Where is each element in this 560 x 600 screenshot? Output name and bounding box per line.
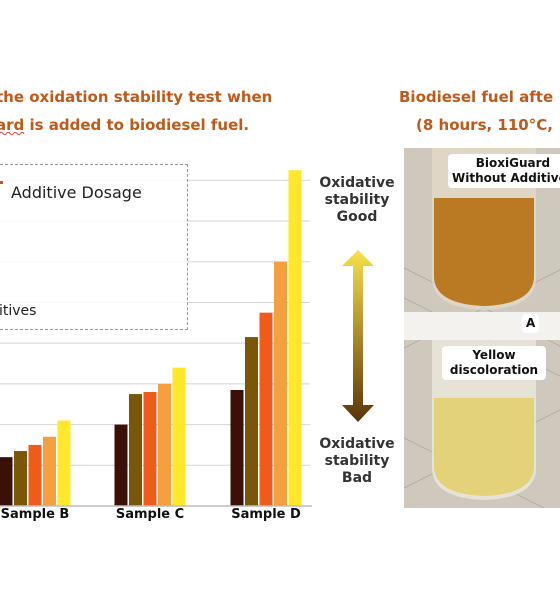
x-tick-label: Sample D	[231, 507, 301, 522]
bar	[114, 424, 128, 506]
bar	[230, 389, 244, 506]
photo-title-line-1: Biodiesel fuel afte	[399, 88, 554, 106]
photo-label-bottom-line-1: Yellow	[472, 348, 516, 362]
photo-label-bottom: Yellow discoloration	[442, 346, 546, 380]
bar	[28, 444, 42, 506]
legend-title: Additive Dosage	[11, 183, 142, 202]
sample-photo: BioxiGuard Without Additives A Yellow di…	[404, 148, 560, 508]
annotation-good-line-3: Good	[336, 209, 378, 225]
stability-arrow	[342, 250, 374, 422]
bars	[0, 170, 302, 507]
bar	[274, 261, 287, 506]
bar	[129, 394, 142, 506]
x-tick-label: Sample B	[0, 507, 70, 522]
chart-title-line-2: ard is added to biodiesel fuel.	[0, 116, 249, 134]
legend-mark	[0, 181, 3, 184]
annotation-good-line-2: stability	[324, 192, 390, 208]
bar	[0, 457, 13, 506]
photo-label-middle: A	[522, 314, 540, 333]
photo-label-top-line-1: BioxiGuard	[475, 156, 551, 170]
bar	[57, 420, 71, 506]
annotation-bad: Oxidative stability Bad	[312, 436, 402, 487]
annotation-bad-line-3: Bad	[341, 470, 373, 486]
legend-item: itives	[0, 303, 37, 319]
bar	[245, 337, 258, 506]
annotation-bad-line-1: Oxidative	[319, 436, 395, 452]
bar	[143, 392, 157, 506]
photo-label-top: BioxiGuard Without Additives	[448, 154, 560, 188]
bar	[172, 367, 186, 506]
annotation-good-line-1: Oxidative	[319, 175, 395, 191]
bar	[43, 436, 56, 506]
chart-title-line-1: the oxidation stability test when	[0, 88, 273, 106]
photo-label-top-line-2: Without Additives	[452, 171, 560, 185]
chart-title-fragment: ard	[0, 116, 25, 134]
bar	[14, 451, 27, 506]
chart-title-rest: is added to biodiesel fuel.	[24, 116, 250, 134]
annotation-good: Oxidative stability Good	[312, 175, 402, 226]
annotation-bad-line-2: stability	[324, 453, 390, 469]
photo-label-bottom-line-2: discoloration	[449, 363, 539, 377]
bar	[259, 312, 273, 506]
legend: Additive Dosage itives	[0, 164, 188, 330]
photo-title-line-2: (8 hours, 110°C,	[416, 116, 553, 134]
bar	[288, 170, 302, 507]
bar	[158, 383, 171, 506]
x-tick-label: Sample C	[115, 507, 185, 522]
